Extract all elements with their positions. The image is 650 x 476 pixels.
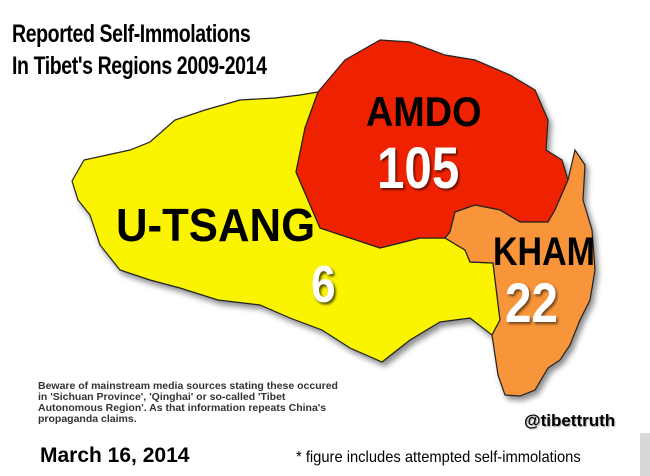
kham-count: 22: [505, 271, 558, 334]
corner-divider: [640, 433, 650, 476]
amdo-count: 105: [377, 136, 460, 201]
twitter-handle: @tibettruth: [524, 411, 616, 430]
map-title: Reported Self-Immolations In Tibet's Reg…: [12, 18, 267, 82]
region-kham: [444, 148, 596, 397]
media-disclaimer: Beware of mainstream media sources stati…: [38, 380, 338, 425]
title-line-1: Reported Self-Immolations: [12, 20, 251, 48]
u-tsang-label: U-TSANG: [116, 199, 316, 251]
amdo-label: AMDO: [366, 88, 482, 135]
title-line-2: In Tibet's Regions 2009-2014: [12, 52, 267, 80]
footnote: * figure includes attempted self-immolat…: [296, 449, 581, 466]
publish-date: March 16, 2014: [40, 444, 190, 467]
u-tsang-count: 6: [311, 256, 336, 314]
kham-label: KHAM: [493, 230, 595, 274]
